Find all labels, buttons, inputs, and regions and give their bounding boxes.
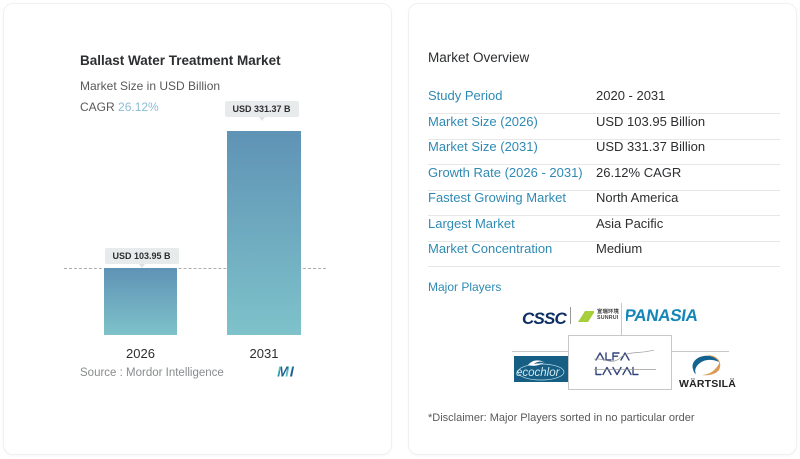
svg-text:PANASIA: PANASIA — [626, 306, 699, 325]
svg-text:CSSC: CSSC — [522, 309, 568, 328]
svg-text:ecochlor: ecochlor — [516, 367, 561, 379]
